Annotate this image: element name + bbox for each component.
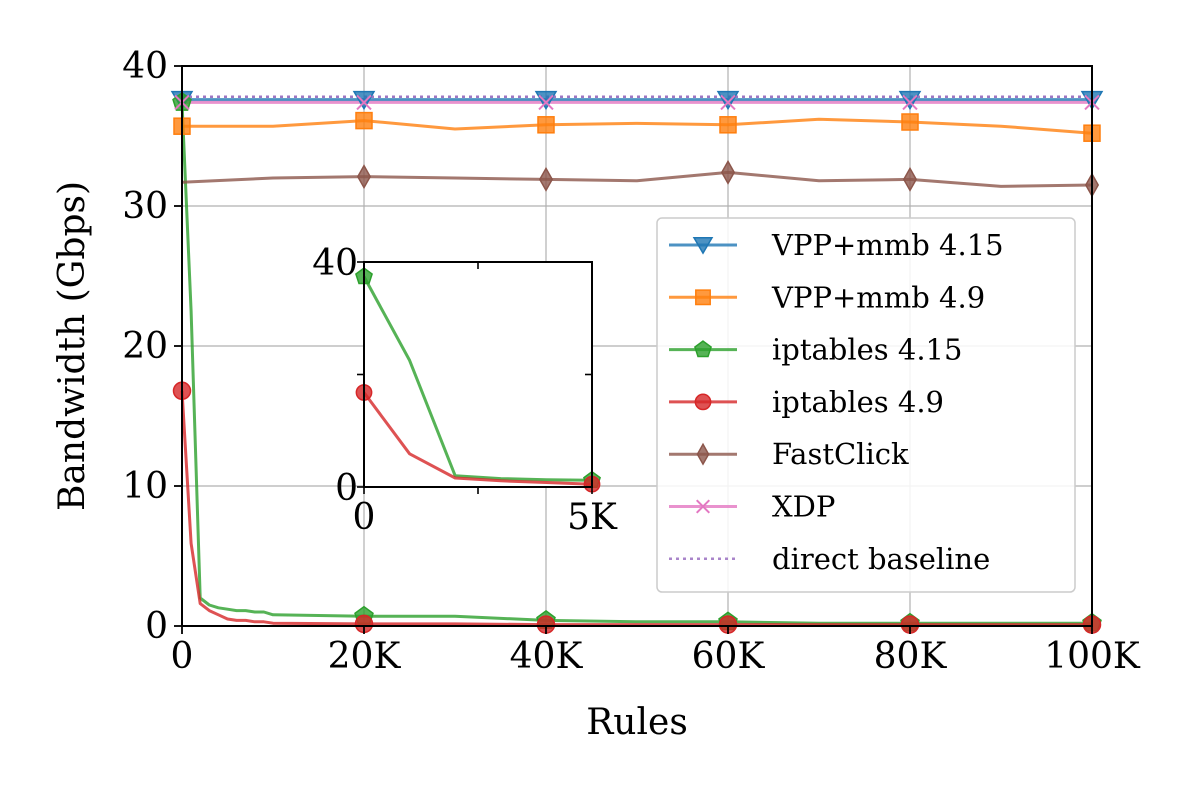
legend-marker-fastclick <box>696 442 710 466</box>
y-axis-title: Bandwidth (Gbps) <box>52 181 93 511</box>
legend-label-vpp-mmb-4-9: VPP+mmb 4.9 <box>771 280 985 314</box>
legend-label-iptables-4-15: iptables 4.15 <box>772 333 962 367</box>
inset-y-tick-label: 0 <box>335 468 358 509</box>
legend-marker-vpp-mmb-4-9 <box>695 289 711 306</box>
legend-marker-xdp <box>695 499 711 514</box>
marker-xdp <box>720 94 736 111</box>
series-line-vpp-mmb-4-9 <box>182 117 1093 135</box>
marker-fastclick <box>538 166 554 192</box>
x-tick-label: 40K <box>510 636 584 677</box>
marker-xdp <box>538 94 554 111</box>
marker-vpp-mmb-4-15 <box>716 90 740 111</box>
series-markers <box>170 90 1104 634</box>
y-tick-label: 20 <box>122 326 168 367</box>
series-line-iptables-4-9 <box>180 390 1092 627</box>
marker-vpp-mmb-4-9 <box>901 113 919 131</box>
legend-marker-vpp-mmb-4-15 <box>692 237 714 255</box>
series-lines <box>180 95 1093 627</box>
marker-fastclick <box>720 159 736 185</box>
marker-xdp <box>902 94 918 111</box>
marker-vpp-mmb-4-15 <box>898 90 922 111</box>
legend-item-fastclick: FastClick <box>669 437 909 471</box>
y-tick-label: 10 <box>122 466 168 507</box>
x-tick-label: 0 <box>171 636 194 677</box>
series-line-iptables-4-15 <box>180 102 1092 625</box>
legend-marker-iptables-4-15 <box>694 340 712 358</box>
y-tick-label: 30 <box>122 186 168 227</box>
legend: VPP+mmb 4.15 VPP+mmb 4.9 iptables 4.15 ipta… <box>656 217 1076 593</box>
series-line-fastclick <box>181 170 1093 188</box>
legend-item-iptables-4-15: iptables 4.15 <box>669 333 962 367</box>
legend-label-direct-baseline: direct baseline <box>772 542 990 576</box>
inset-chart: 0 5K 0 40 <box>312 243 618 538</box>
inset-x-tick-label: 0 <box>353 497 376 538</box>
x-tick-label: 80K <box>874 636 948 677</box>
marker-vpp-mmb-4-15 <box>352 90 376 111</box>
marker-vpp-mmb-4-9 <box>355 111 373 130</box>
x-tick-label: 60K <box>692 636 766 677</box>
x-axis-title: Rules <box>586 702 688 743</box>
legend-item-direct-baseline: direct baseline <box>669 542 990 576</box>
axes: 0 20K 40K 60K 80K 100K 0 10 20 30 40 <box>122 46 1141 677</box>
y-tick-label: 0 <box>145 606 168 647</box>
legend-marker-iptables-4-9 <box>694 393 712 411</box>
x-tick-label: 100K <box>1044 636 1141 677</box>
legend-label-xdp: XDP <box>772 490 835 524</box>
marker-fastclick <box>356 164 372 190</box>
legend-item-vpp-mmb-4-9: VPP+mmb 4.9 <box>669 280 985 314</box>
y-tick-label: 40 <box>122 46 168 87</box>
legend-label-iptables-4-9: iptables 4.9 <box>772 385 944 419</box>
marker-vpp-mmb-4-9 <box>719 116 737 134</box>
x-tick-label: 20K <box>328 636 402 677</box>
marker-fastclick <box>902 166 918 192</box>
legend-item-xdp: XDP <box>669 490 835 524</box>
inset-line-iptables-4-15 <box>362 275 593 482</box>
legend-label-vpp-mmb-4-15: VPP+mmb 4.15 <box>771 228 1004 262</box>
inset-background <box>364 262 592 487</box>
marker-vpp-mmb-4-15 <box>534 90 558 111</box>
inset-line-iptables-4-9 <box>362 391 593 486</box>
marker-xdp <box>356 94 372 111</box>
inset-x-tick-label: 5K <box>567 497 618 538</box>
inset-y-tick-label: 40 <box>312 243 358 284</box>
legend-label-fastclick: FastClick <box>772 437 909 471</box>
marker-vpp-mmb-4-9 <box>537 116 555 134</box>
legend-box <box>656 217 1076 593</box>
legend-item-vpp-mmb-4-15: VPP+mmb 4.15 <box>669 228 1004 262</box>
legend-item-iptables-4-9: iptables 4.9 <box>669 385 944 419</box>
